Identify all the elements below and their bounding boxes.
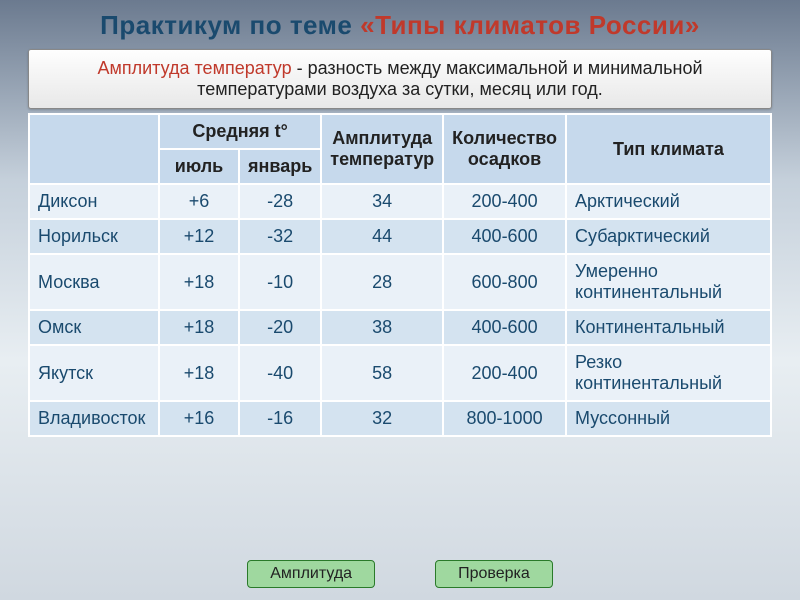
title-part1: Практикум по теме xyxy=(100,10,360,40)
header-empty xyxy=(29,114,159,184)
cell-precip: 800-1000 xyxy=(443,401,566,436)
definition-box: Амплитуда температур - разность между ма… xyxy=(28,49,772,109)
cell-july: +18 xyxy=(159,310,239,345)
cell-city: Якутск xyxy=(29,345,159,401)
header-july: июль xyxy=(159,149,239,184)
cell-city: Диксон xyxy=(29,184,159,219)
cell-amplitude: 38 xyxy=(321,310,443,345)
cell-city: Омск xyxy=(29,310,159,345)
page-title: Практикум по теме «Типы климатов России» xyxy=(28,10,772,41)
header-january: январь xyxy=(239,149,321,184)
table-row: Москва+18-1028600-800Умеренно континента… xyxy=(29,254,771,310)
cell-precip: 400-600 xyxy=(443,219,566,254)
button-row: Амплитуда Проверка xyxy=(0,560,800,588)
definition-term: Амплитуда температур xyxy=(97,58,291,78)
cell-january: -16 xyxy=(239,401,321,436)
cell-july: +18 xyxy=(159,254,239,310)
cell-precip: 400-600 xyxy=(443,310,566,345)
cell-july: +6 xyxy=(159,184,239,219)
cell-amplitude: 34 xyxy=(321,184,443,219)
cell-amplitude: 58 xyxy=(321,345,443,401)
cell-city: Владивосток xyxy=(29,401,159,436)
cell-july: +16 xyxy=(159,401,239,436)
header-precip: Количество осадков xyxy=(443,114,566,184)
cell-amplitude: 28 xyxy=(321,254,443,310)
cell-precip: 200-400 xyxy=(443,345,566,401)
cell-amplitude: 32 xyxy=(321,401,443,436)
table-row: Диксон+6-2834200-400Арктический xyxy=(29,184,771,219)
cell-january: -40 xyxy=(239,345,321,401)
cell-city: Москва xyxy=(29,254,159,310)
table-row: Норильск+12-3244400-600Субарктический xyxy=(29,219,771,254)
cell-january: -32 xyxy=(239,219,321,254)
cell-january: -28 xyxy=(239,184,321,219)
amplitude-button[interactable]: Амплитуда xyxy=(247,560,375,588)
cell-climate-type: Континентальный xyxy=(566,310,771,345)
header-avg-temp: Средняя t° xyxy=(159,114,321,149)
cell-july: +18 xyxy=(159,345,239,401)
cell-climate-type: Муссонный xyxy=(566,401,771,436)
climate-table: Средняя t° Амплитуда температур Количест… xyxy=(28,113,772,437)
cell-climate-type: Арктический xyxy=(566,184,771,219)
cell-city: Норильск xyxy=(29,219,159,254)
cell-january: -10 xyxy=(239,254,321,310)
cell-amplitude: 44 xyxy=(321,219,443,254)
table-body: Диксон+6-2834200-400АрктическийНорильск+… xyxy=(29,184,771,436)
table-row: Владивосток+16-1632800-1000Муссонный xyxy=(29,401,771,436)
table-row: Якутск+18-4058200-400Резко континентальн… xyxy=(29,345,771,401)
cell-precip: 200-400 xyxy=(443,184,566,219)
cell-july: +12 xyxy=(159,219,239,254)
table-row: Омск+18-2038400-600Континентальный xyxy=(29,310,771,345)
header-climate: Тип климата xyxy=(566,114,771,184)
cell-climate-type: Умеренно континентальный xyxy=(566,254,771,310)
cell-january: -20 xyxy=(239,310,321,345)
title-part2: «Типы климатов России» xyxy=(360,10,700,40)
cell-climate-type: Резко континентальный xyxy=(566,345,771,401)
cell-climate-type: Субарктический xyxy=(566,219,771,254)
cell-precip: 600-800 xyxy=(443,254,566,310)
header-amplitude: Амплитуда температур xyxy=(321,114,443,184)
check-button[interactable]: Проверка xyxy=(435,560,553,588)
